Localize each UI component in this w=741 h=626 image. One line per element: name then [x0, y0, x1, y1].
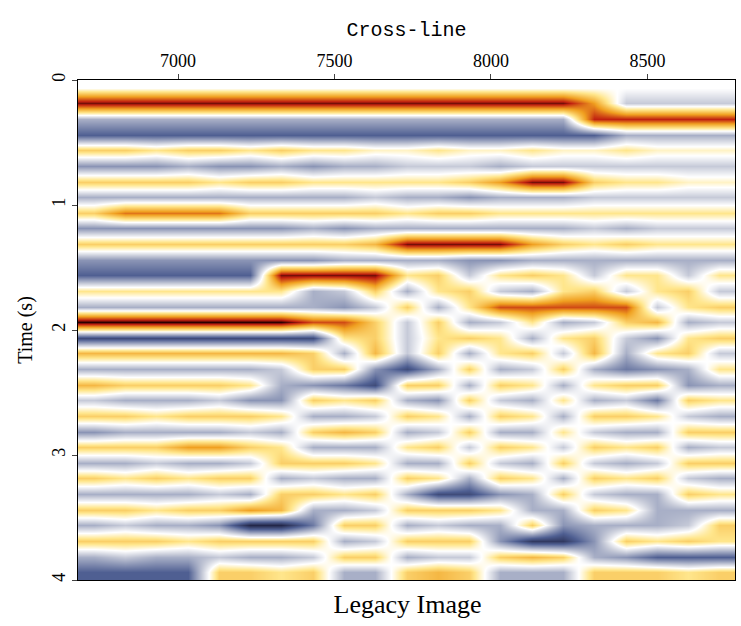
svg-text:7000: 7000	[160, 51, 196, 71]
svg-text:3: 3	[49, 448, 69, 457]
svg-text:8500: 8500	[629, 51, 665, 71]
svg-text:Time (s): Time (s)	[14, 296, 37, 364]
svg-text:Cross-line: Cross-line	[346, 19, 466, 42]
svg-text:2: 2	[49, 323, 69, 332]
svg-text:Legacy Image: Legacy Image	[334, 590, 482, 619]
svg-text:1: 1	[49, 198, 69, 207]
svg-text:0: 0	[49, 73, 69, 82]
svg-text:4: 4	[49, 573, 69, 582]
svg-text:8000: 8000	[473, 51, 509, 71]
svg-text:7500: 7500	[317, 51, 353, 71]
